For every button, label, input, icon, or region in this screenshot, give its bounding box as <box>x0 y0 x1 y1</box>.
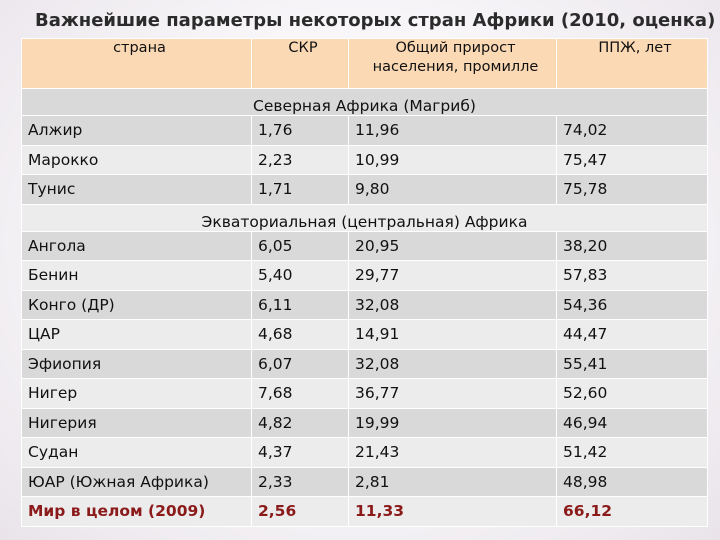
cell-ppzh: 46,94 <box>556 407 708 438</box>
cell-growth: 36,77 <box>348 378 557 409</box>
cell-skr: 4,68 <box>251 319 349 350</box>
cell-growth: 9,80 <box>348 174 557 205</box>
cell-skr: 1,71 <box>251 174 349 205</box>
cell-country: Конго (ДР) <box>21 289 252 320</box>
cell-skr: 5,40 <box>251 260 349 291</box>
cell-ppzh: 38,20 <box>556 230 708 261</box>
table-row: Алжир 1,76 11,96 74,02 <box>21 115 708 146</box>
cell-growth: 19,99 <box>348 407 557 438</box>
cell-country: Нигерия <box>21 407 252 438</box>
table-row: Конго (ДР) 6,11 32,08 54,36 <box>21 289 708 320</box>
cell-ppzh: 57,83 <box>556 260 708 291</box>
cell-growth: 29,77 <box>348 260 557 291</box>
header-country: страна <box>21 38 252 89</box>
cell-country: Судан <box>21 437 252 468</box>
cell-country: Бенин <box>21 260 252 291</box>
table-row: Марокко 2,23 10,99 75,47 <box>21 144 708 175</box>
cell-skr: 2,56 <box>251 496 349 527</box>
cell-growth: 32,08 <box>348 289 557 320</box>
cell-skr: 6,07 <box>251 348 349 379</box>
table-row: Бенин 5,40 29,77 57,83 <box>21 260 708 291</box>
cell-country: Эфиопия <box>21 348 252 379</box>
cell-skr: 1,76 <box>251 115 349 146</box>
cell-country: Алжир <box>21 115 252 146</box>
cell-ppzh: 54,36 <box>556 289 708 320</box>
table-row: Нигерия 4,82 19,99 46,94 <box>21 407 708 438</box>
table-row: Эфиопия 6,07 32,08 55,41 <box>21 348 708 379</box>
cell-ppzh: 74,02 <box>556 115 708 146</box>
cell-growth: 32,08 <box>348 348 557 379</box>
cell-growth: 11,96 <box>348 115 557 146</box>
cell-country: Марокко <box>21 144 252 175</box>
cell-country: Мир в целом (2009) <box>21 496 252 527</box>
header-row: страна СКР Общий прирост населения, пром… <box>21 38 708 89</box>
cell-skr: 7,68 <box>251 378 349 409</box>
cell-ppzh: 55,41 <box>556 348 708 379</box>
slide-title: Важнейшие параметры некоторых стран Афри… <box>35 10 716 31</box>
table-row: Нигер 7,68 36,77 52,60 <box>21 378 708 409</box>
cell-growth: 14,91 <box>348 319 557 350</box>
cell-country: ЮАР (Южная Африка) <box>21 466 252 497</box>
table-row: Судан 4,37 21,43 51,42 <box>21 437 708 468</box>
header-growth: Общий прирост населения, промилле <box>348 38 557 89</box>
table-row: ЦАР 4,68 14,91 44,47 <box>21 319 708 350</box>
cell-country: Нигер <box>21 378 252 409</box>
cell-growth: 11,33 <box>348 496 557 527</box>
section-row-equatorial-africa: Экваториальная (центральная) Африка <box>21 203 708 232</box>
africa-parameters-table: страна СКР Общий прирост населения, пром… <box>21 38 708 527</box>
cell-ppzh: 44,47 <box>556 319 708 350</box>
world-total-row: Мир в целом (2009) 2,56 11,33 66,12 <box>21 496 708 527</box>
table-row: ЮАР (Южная Африка) 2,33 2,81 48,98 <box>21 466 708 497</box>
cell-growth: 2,81 <box>348 466 557 497</box>
cell-skr: 6,11 <box>251 289 349 320</box>
section-row-north-africa: Северная Африка (Магриб) <box>21 88 708 116</box>
table-row: Тунис 1,71 9,80 75,78 <box>21 174 708 205</box>
cell-growth: 20,95 <box>348 230 557 261</box>
cell-skr: 4,37 <box>251 437 349 468</box>
cell-skr: 2,33 <box>251 466 349 497</box>
cell-growth: 10,99 <box>348 144 557 175</box>
cell-country: Тунис <box>21 174 252 205</box>
cell-skr: 2,23 <box>251 144 349 175</box>
cell-ppzh: 52,60 <box>556 378 708 409</box>
cell-skr: 4,82 <box>251 407 349 438</box>
cell-country: Ангола <box>21 230 252 261</box>
cell-ppzh: 66,12 <box>556 496 708 527</box>
cell-ppzh: 51,42 <box>556 437 708 468</box>
header-skr: СКР <box>251 38 349 89</box>
header-ppzh: ППЖ, лет <box>556 38 708 89</box>
section-title: Экваториальная (центральная) Африка <box>21 203 708 232</box>
cell-skr: 6,05 <box>251 230 349 261</box>
cell-ppzh: 75,78 <box>556 174 708 205</box>
table-row: Ангола 6,05 20,95 38,20 <box>21 230 708 261</box>
cell-growth: 21,43 <box>348 437 557 468</box>
cell-ppzh: 75,47 <box>556 144 708 175</box>
cell-country: ЦАР <box>21 319 252 350</box>
cell-ppzh: 48,98 <box>556 466 708 497</box>
section-title: Северная Африка (Магриб) <box>21 88 708 116</box>
